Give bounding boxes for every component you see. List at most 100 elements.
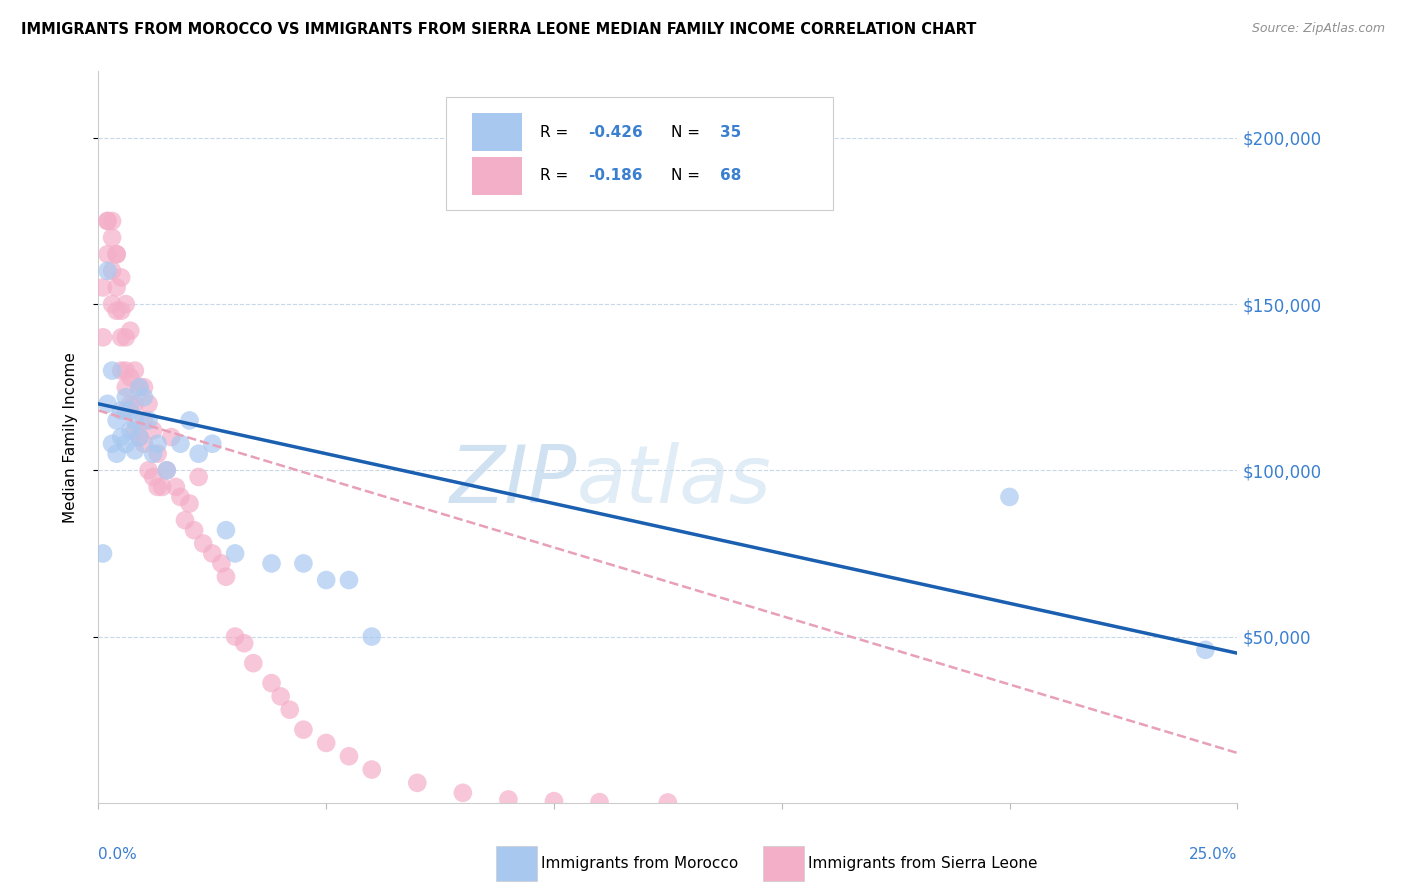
Point — [201, 436, 224, 450]
Point — [174, 513, 197, 527]
Point — [169, 436, 191, 450]
Point — [120, 397, 142, 411]
Point — [233, 636, 256, 650]
Point — [91, 280, 114, 294]
Point — [224, 546, 246, 560]
Point — [209, 557, 232, 571]
Point — [110, 363, 132, 377]
Text: R =: R = — [540, 169, 574, 184]
Point — [105, 303, 128, 318]
Point — [132, 380, 155, 394]
Point — [124, 413, 146, 427]
Point — [114, 330, 136, 344]
Point — [146, 480, 169, 494]
Point — [146, 447, 169, 461]
Point — [260, 557, 283, 571]
Point — [101, 230, 124, 244]
Point — [142, 447, 165, 461]
Text: 68: 68 — [720, 169, 741, 184]
Point — [183, 523, 205, 537]
Point — [120, 324, 142, 338]
Point — [193, 536, 215, 550]
Point — [260, 676, 283, 690]
Point — [132, 436, 155, 450]
Point — [91, 546, 114, 560]
Point — [96, 214, 118, 228]
Point — [169, 490, 191, 504]
Point — [124, 443, 146, 458]
Point — [657, 796, 679, 810]
Point — [105, 280, 128, 294]
Point — [124, 397, 146, 411]
Point — [998, 490, 1021, 504]
Point — [110, 430, 132, 444]
Point — [101, 363, 124, 377]
Text: -0.186: -0.186 — [588, 169, 643, 184]
FancyBboxPatch shape — [472, 157, 522, 195]
Point — [101, 297, 124, 311]
Point — [114, 363, 136, 377]
Point — [187, 447, 209, 461]
Point — [451, 786, 474, 800]
Text: N =: N = — [671, 125, 706, 139]
Point — [337, 573, 360, 587]
Point — [138, 413, 160, 427]
Point — [105, 247, 128, 261]
Point — [142, 470, 165, 484]
Point — [105, 247, 128, 261]
Point — [96, 397, 118, 411]
Point — [278, 703, 301, 717]
Point — [91, 330, 114, 344]
Point — [114, 390, 136, 404]
Point — [142, 424, 165, 438]
Point — [138, 463, 160, 477]
Point — [128, 430, 150, 444]
Point — [132, 390, 155, 404]
Point — [128, 380, 150, 394]
Point — [315, 736, 337, 750]
Point — [132, 413, 155, 427]
Text: 0.0%: 0.0% — [98, 847, 138, 862]
Point — [588, 795, 610, 809]
Point — [146, 436, 169, 450]
FancyBboxPatch shape — [472, 113, 522, 151]
Point — [1194, 643, 1216, 657]
Point — [156, 463, 179, 477]
Point — [242, 656, 264, 670]
Point — [406, 776, 429, 790]
Text: atlas: atlas — [576, 442, 772, 520]
Point — [187, 470, 209, 484]
Point — [128, 380, 150, 394]
Point — [179, 413, 201, 427]
Point — [101, 264, 124, 278]
Y-axis label: Median Family Income: Median Family Income — [63, 351, 77, 523]
Point — [114, 380, 136, 394]
Point — [105, 413, 128, 427]
Point — [124, 424, 146, 438]
Point — [138, 397, 160, 411]
Point — [215, 570, 238, 584]
Text: 25.0%: 25.0% — [1189, 847, 1237, 862]
Point — [270, 690, 292, 704]
Point — [110, 403, 132, 417]
Point — [101, 214, 124, 228]
Point — [224, 630, 246, 644]
Point — [110, 303, 132, 318]
Point — [160, 430, 183, 444]
Point — [120, 424, 142, 438]
Point — [201, 546, 224, 560]
Point — [120, 403, 142, 417]
Point — [96, 214, 118, 228]
Point — [101, 436, 124, 450]
Text: IMMIGRANTS FROM MOROCCO VS IMMIGRANTS FROM SIERRA LEONE MEDIAN FAMILY INCOME COR: IMMIGRANTS FROM MOROCCO VS IMMIGRANTS FR… — [21, 22, 976, 37]
Point — [498, 792, 520, 806]
Point — [337, 749, 360, 764]
Point — [110, 270, 132, 285]
Point — [360, 630, 382, 644]
Text: Source: ZipAtlas.com: Source: ZipAtlas.com — [1251, 22, 1385, 36]
Point — [96, 264, 118, 278]
Point — [179, 497, 201, 511]
Text: Immigrants from Morocco: Immigrants from Morocco — [541, 856, 738, 871]
Point — [105, 447, 128, 461]
Point — [114, 297, 136, 311]
